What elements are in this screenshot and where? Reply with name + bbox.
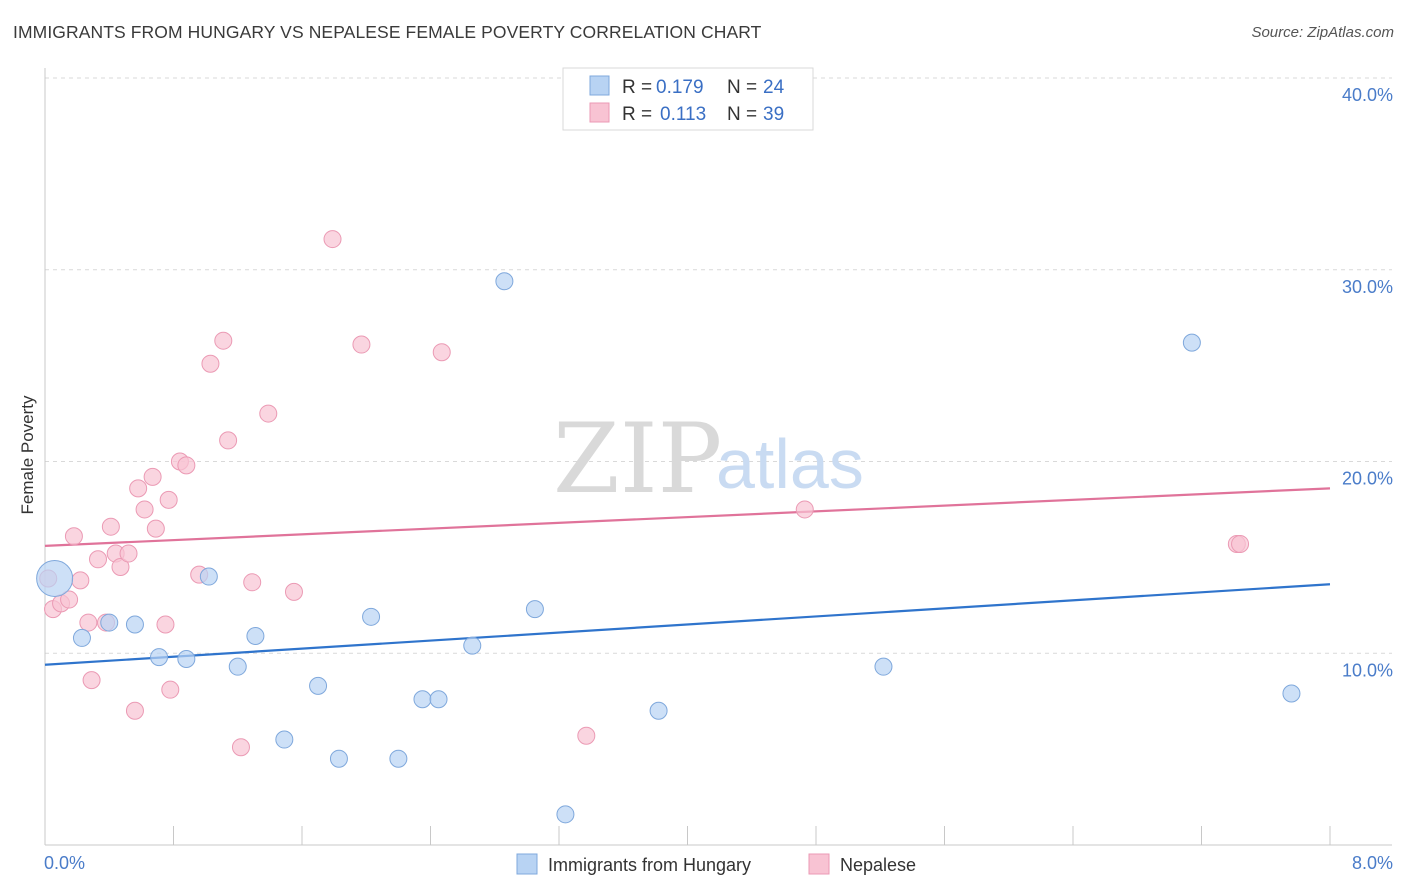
point-nepalese-28: [231, 738, 250, 757]
point-hungary-2: [100, 613, 119, 632]
legend-swatch-nepalese: [589, 102, 610, 123]
point-hungary-0: [36, 559, 74, 597]
legend-r-value-nepalese: 0.113: [660, 104, 706, 125]
point-hungary-18: [525, 600, 544, 619]
point-hungary-19: [556, 805, 575, 824]
bottom-legend-label-nepalese: Nepalese: [840, 855, 916, 875]
legend: R = 0.179 N = 24 R = 0.113 N = 39: [562, 67, 814, 131]
point-hungary-17: [495, 272, 514, 291]
x-tick-label-max: 8.0%: [1352, 853, 1393, 873]
point-hungary-10: [309, 676, 328, 695]
watermark-zip: ZIP: [553, 403, 722, 515]
point-hungary-16: [463, 636, 482, 655]
point-nepalese-6: [79, 613, 98, 632]
y-axis-label: Female Poverty: [18, 395, 37, 515]
point-nepalese-13: [119, 544, 138, 563]
legend-n-value-hungary: 24: [763, 77, 785, 98]
point-nepalese-29: [243, 573, 262, 592]
point-nepalese-34: [432, 343, 451, 362]
point-nepalese-31: [284, 582, 303, 601]
point-hungary-13: [389, 749, 408, 768]
point-hungary-5: [177, 650, 196, 669]
point-hungary-22: [1182, 333, 1201, 352]
point-hungary-6: [199, 567, 218, 586]
legend-n-value-nepalese: 39: [763, 104, 784, 125]
point-nepalese-23: [177, 456, 196, 475]
point-nepalese-5: [71, 571, 90, 590]
point-nepalese-10: [101, 517, 120, 536]
point-nepalese-35: [577, 726, 596, 745]
bottom-legend-swatch-hungary: [516, 853, 538, 875]
bottom-legend: Immigrants from Hungary Nepalese: [516, 853, 916, 875]
point-nepalese-21: [161, 680, 180, 699]
watermark: ZIP atlas: [553, 403, 864, 515]
point-hungary-1: [72, 628, 91, 647]
point-nepalese-19: [156, 615, 175, 634]
chart-title: IMMIGRANTS FROM HUNGARY VS NEPALESE FEMA…: [13, 22, 762, 42]
point-nepalese-26: [214, 331, 233, 350]
y-tick-label-20: 20.0%: [1342, 469, 1393, 489]
source-credit: Source: ZipAtlas.com: [1251, 24, 1394, 41]
legend-r-value-hungary: 0.179: [656, 77, 704, 98]
point-nepalese-27: [219, 431, 238, 450]
axis-layer: 10.0% 20.0% 30.0% 40.0% 0.0% 8.0%: [44, 68, 1393, 873]
watermark-atlas: atlas: [716, 425, 864, 503]
legend-n-label-nepalese: N =: [727, 104, 757, 125]
y-tick-label-40: 40.0%: [1342, 85, 1393, 105]
legend-swatch-hungary: [589, 75, 610, 96]
point-hungary-7: [228, 657, 247, 676]
point-hungary-21: [874, 657, 893, 676]
point-hungary-15: [429, 690, 448, 709]
point-nepalese-38: [1231, 534, 1250, 553]
point-nepalese-32: [323, 230, 342, 249]
bottom-legend-label-hungary: Immigrants from Hungary: [548, 855, 751, 875]
trend-layer: [44, 487, 1331, 666]
point-nepalese-15: [129, 479, 148, 498]
legend-r-label-nepalese: R =: [622, 104, 652, 125]
point-nepalese-16: [135, 500, 154, 519]
legend-n-label-hungary: N =: [727, 77, 757, 98]
point-nepalese-30: [259, 404, 278, 423]
point-nepalese-7: [82, 671, 101, 690]
point-nepalese-18: [146, 519, 165, 538]
grid-layer: [45, 77, 1392, 654]
point-hungary-11: [329, 749, 348, 768]
trendline-nepalese: [44, 487, 1331, 547]
y-tick-label-30: 30.0%: [1342, 277, 1393, 297]
point-hungary-4: [150, 648, 169, 667]
point-hungary-3: [125, 615, 144, 634]
legend-r-label-hungary: R =: [622, 77, 652, 98]
point-hungary-9: [275, 730, 294, 749]
point-nepalese-4: [64, 527, 83, 546]
point-nepalese-36: [795, 500, 814, 519]
point-hungary-14: [413, 690, 432, 709]
point-nepalese-33: [352, 335, 371, 354]
point-hungary-23: [1282, 684, 1301, 703]
y-tick-label-10: 10.0%: [1342, 660, 1393, 680]
points-layer: [36, 230, 1301, 824]
point-nepalese-20: [159, 490, 178, 509]
point-nepalese-25: [201, 354, 220, 373]
point-hungary-8: [246, 626, 265, 645]
bottom-legend-swatch-nepalese: [808, 853, 830, 875]
x-tick-label-min: 0.0%: [44, 853, 85, 873]
point-nepalese-3: [60, 590, 79, 609]
trendline-hungary: [44, 583, 1331, 666]
point-nepalese-14: [125, 701, 144, 720]
point-hungary-20: [649, 701, 668, 720]
point-hungary-12: [362, 607, 381, 626]
point-nepalese-17: [143, 467, 162, 486]
point-nepalese-12: [111, 557, 130, 576]
point-nepalese-8: [89, 550, 108, 569]
